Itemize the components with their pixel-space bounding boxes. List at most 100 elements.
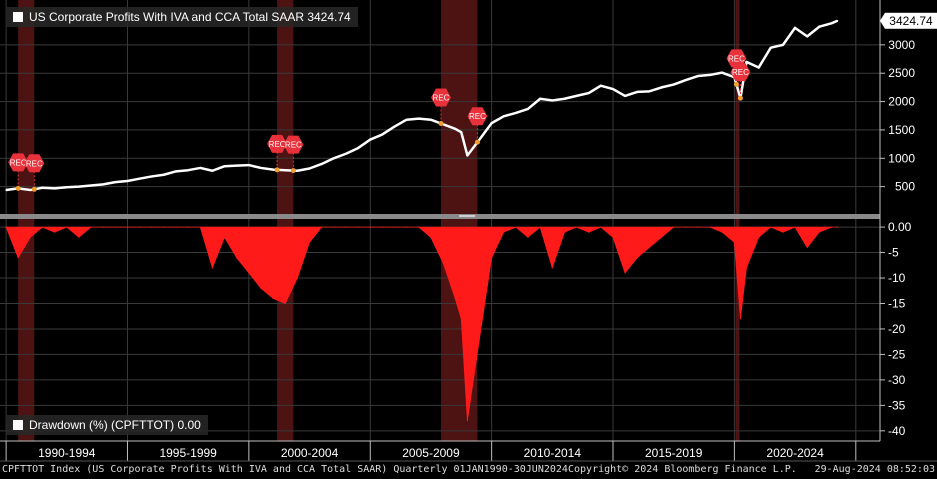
y-tick-label: 2500 <box>888 66 915 80</box>
drawdown-point <box>782 231 784 233</box>
profit-point <box>248 164 250 166</box>
drawdown-point <box>685 226 687 228</box>
profit-point <box>150 175 153 178</box>
rec-marker-dot <box>290 168 296 174</box>
drawdown-point <box>466 420 468 422</box>
drawdown-point <box>260 287 262 289</box>
rec-marker-shape <box>726 49 747 68</box>
drawdown-point <box>460 318 462 320</box>
profit-point <box>806 35 809 38</box>
x-tick-label: 2010-2014 <box>524 446 582 460</box>
profit-point <box>272 168 274 171</box>
panel-divider-handle <box>459 215 475 217</box>
rec-marker-shape <box>430 88 451 107</box>
y-tick-label: -20 <box>888 322 906 336</box>
profit-point <box>53 187 56 190</box>
drawdown-point <box>17 257 19 259</box>
last-value-label: 3424.74 <box>889 14 933 28</box>
drawdown-point <box>126 226 129 228</box>
rec-marker-dot <box>274 167 280 173</box>
profit-point <box>284 169 287 171</box>
panel-divider <box>0 214 880 219</box>
profit-point <box>381 133 384 136</box>
y-tick-label: 0.00 <box>888 220 912 234</box>
profit-point <box>65 186 68 189</box>
drawdown-point <box>660 236 663 238</box>
profit-point <box>551 99 554 102</box>
drawdown-point <box>818 231 820 233</box>
rec-marker-dot <box>474 139 480 145</box>
drawdown-point <box>321 226 323 228</box>
drawdown-point <box>527 236 529 238</box>
profit-point <box>721 71 723 74</box>
profit-point <box>41 186 44 189</box>
rec-marker: REC <box>267 134 288 153</box>
drawdown-point <box>236 257 238 259</box>
y-tick-label: 2000 <box>888 95 915 109</box>
drawdown-point <box>836 226 839 228</box>
rec-marker-label: REC <box>469 112 486 121</box>
profit-point <box>539 97 541 100</box>
rec-marker-shape <box>467 107 488 126</box>
drawdown-point <box>806 246 808 249</box>
y-tick-label: 500 <box>895 180 915 194</box>
rec-marker-label: REC <box>433 93 450 102</box>
profit-point <box>460 131 463 133</box>
profit-point <box>235 164 238 167</box>
drawdown-point <box>503 231 505 233</box>
profit-point <box>163 173 165 176</box>
profit-point <box>90 184 92 187</box>
profit-point <box>575 95 578 97</box>
profit-point <box>454 127 456 130</box>
drawdown-point <box>758 236 760 238</box>
drawdown-point <box>308 241 311 243</box>
profit-point <box>624 95 626 97</box>
profit-point <box>369 138 372 141</box>
y-tick-label: -10 <box>888 271 906 285</box>
profit-point <box>563 97 566 100</box>
drawdown-point <box>78 236 80 238</box>
drawdown-point <box>575 226 578 228</box>
recession-band <box>277 0 294 441</box>
y-tick-label: -35 <box>888 398 906 412</box>
legend-top-label: US Corporate Profits With IVA and CCA To… <box>29 10 351 24</box>
drawdown-point <box>739 318 742 320</box>
rec-marker-label: REC <box>269 140 286 149</box>
recession-band <box>18 0 35 441</box>
drawdown-point <box>393 226 396 228</box>
profit-point <box>478 138 481 141</box>
profit-point <box>5 189 7 191</box>
drawdown-point <box>211 267 213 269</box>
rec-marker: REC <box>283 135 304 154</box>
profit-point <box>345 152 347 155</box>
profit-point <box>308 167 311 170</box>
last-value-box <box>885 12 937 29</box>
drawdown-point <box>357 226 359 228</box>
drawdown-point <box>102 226 104 228</box>
drawdown-point <box>636 257 638 259</box>
profit-point <box>405 118 408 121</box>
x-tick-label: 2000-2004 <box>281 446 339 460</box>
drawdown-point <box>491 257 493 259</box>
drawdown-point <box>454 297 456 299</box>
legend-swatch <box>13 12 23 22</box>
profit-point <box>102 183 105 186</box>
rec-marker-label: REC <box>26 159 43 168</box>
rec-marker-dot <box>31 186 37 192</box>
drawdown-point <box>345 226 347 228</box>
rec-marker: REC <box>430 88 451 107</box>
profit-point <box>672 83 675 86</box>
rec-marker: REC <box>8 153 29 172</box>
drawdown-point <box>151 226 153 228</box>
profit-point <box>697 75 699 77</box>
rec-marker: REC <box>726 49 747 68</box>
drawdown-point <box>478 338 481 340</box>
y-tick-label: -30 <box>888 373 906 387</box>
profit-point <box>769 46 772 49</box>
drawdown-point <box>114 226 116 228</box>
y-tick-label: -40 <box>888 424 906 438</box>
profit-point <box>794 27 796 29</box>
profit-point <box>430 118 432 121</box>
profit-point <box>490 122 493 124</box>
rec-marker-label: REC <box>728 54 745 63</box>
